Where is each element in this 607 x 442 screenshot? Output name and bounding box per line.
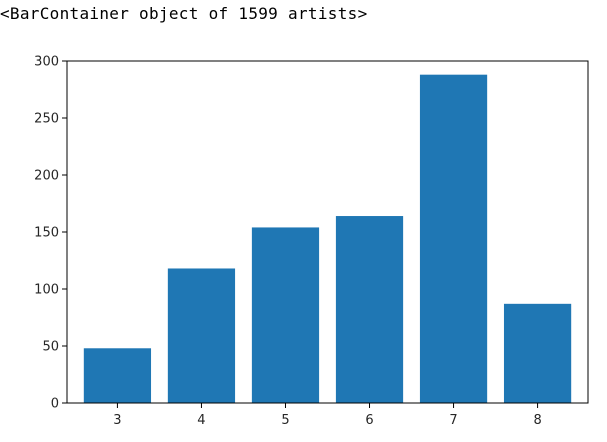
cell-output-repr: <BarContainer object of 1599 artists>	[0, 4, 368, 23]
x-tick-label: 8	[533, 413, 541, 428]
x-tick-label: 6	[365, 413, 373, 428]
x-tick-label: 3	[113, 413, 121, 428]
bar-5	[251, 227, 320, 403]
bar-8	[503, 303, 572, 403]
x-tick-label: 7	[449, 413, 457, 428]
bar-3	[83, 348, 152, 403]
x-tick-label: 5	[281, 413, 289, 428]
y-tick-label: 250	[34, 112, 59, 127]
bar-6	[335, 216, 404, 403]
y-tick-label: 50	[42, 340, 59, 355]
y-tick-label: 300	[34, 55, 59, 70]
bar-7	[419, 74, 488, 404]
bar-group	[83, 74, 572, 404]
y-axis-ticks: 0 50 100 150 200 250 300	[34, 55, 67, 412]
x-axis-ticks: 3 4 5 6 7 8	[113, 403, 542, 428]
y-tick-label: 0	[51, 397, 59, 412]
x-tick-label: 4	[197, 413, 205, 428]
bar-4	[167, 268, 236, 403]
y-tick-label: 200	[34, 169, 59, 184]
y-tick-label: 100	[34, 283, 59, 298]
y-tick-label: 150	[34, 226, 59, 241]
